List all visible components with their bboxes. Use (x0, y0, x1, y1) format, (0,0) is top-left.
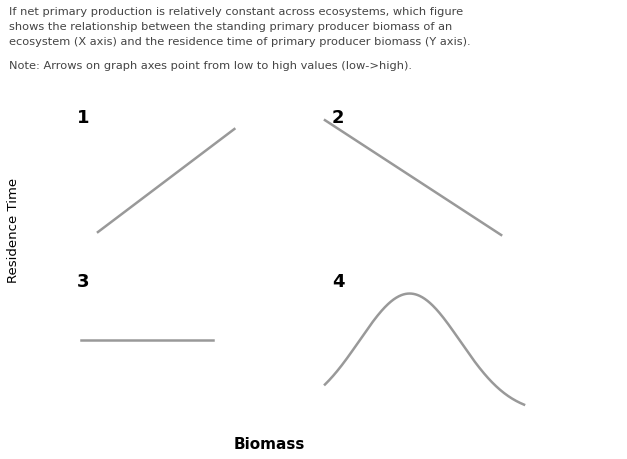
Text: shows the relationship between the standing primary producer biomass of an: shows the relationship between the stand… (9, 22, 453, 32)
Text: Residence Time: Residence Time (8, 177, 20, 282)
Text: Biomass: Biomass (234, 436, 305, 451)
Text: 4: 4 (332, 272, 344, 291)
Text: ecosystem (X axis) and the residence time of primary producer biomass (Y axis).: ecosystem (X axis) and the residence tim… (9, 37, 471, 47)
Text: Note: Arrows on graph axes point from low to high values (low->high).: Note: Arrows on graph axes point from lo… (9, 61, 413, 71)
Text: 1: 1 (76, 109, 89, 127)
Text: 3: 3 (76, 272, 89, 291)
Text: If net primary production is relatively constant across ecosystems, which figure: If net primary production is relatively … (9, 7, 463, 17)
Text: 2: 2 (332, 109, 344, 127)
